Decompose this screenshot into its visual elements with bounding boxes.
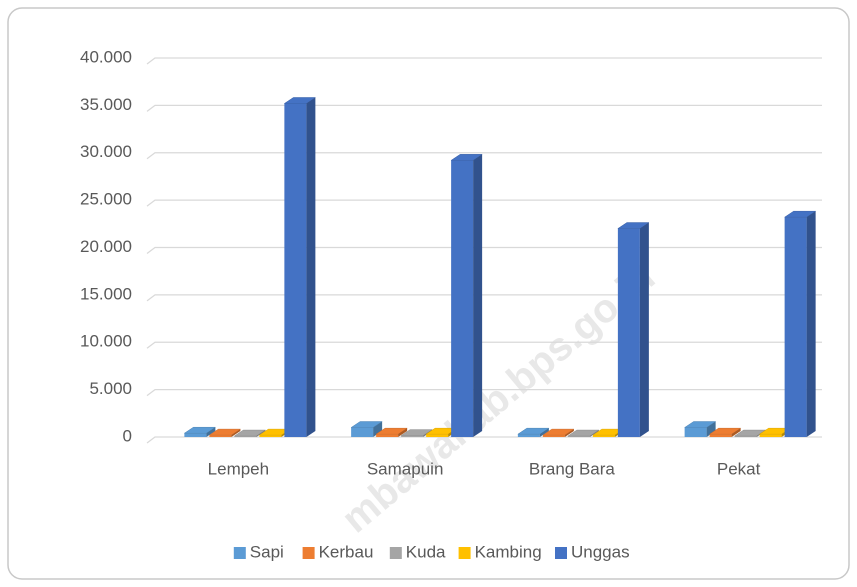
legend-label: Kambing bbox=[475, 542, 542, 561]
bar-side bbox=[473, 154, 483, 437]
legend-swatch bbox=[555, 547, 567, 559]
y-tick-label: 25.000 bbox=[80, 190, 132, 209]
grid-line bbox=[146, 389, 822, 397]
bar-side bbox=[206, 427, 216, 437]
bar-side bbox=[373, 421, 383, 437]
grid-line bbox=[146, 104, 822, 112]
bar bbox=[542, 428, 575, 437]
bar-front bbox=[259, 435, 282, 437]
bar-side bbox=[539, 428, 549, 437]
bar-front bbox=[376, 434, 399, 437]
legend-swatch bbox=[389, 547, 402, 559]
bar bbox=[617, 222, 650, 437]
bar-front bbox=[592, 435, 615, 437]
bar-side bbox=[398, 428, 408, 437]
bar-side bbox=[306, 97, 316, 437]
y-tick-label: 0 bbox=[123, 426, 132, 445]
bar-front bbox=[209, 435, 232, 437]
y-tick-label: 30.000 bbox=[80, 142, 132, 161]
y-tick-label: 15.000 bbox=[80, 284, 132, 303]
bar-front bbox=[351, 427, 374, 437]
bar bbox=[183, 426, 217, 437]
grid-line bbox=[146, 199, 822, 207]
bar bbox=[375, 427, 408, 437]
legend-label: Kuda bbox=[406, 542, 446, 561]
bar-front bbox=[426, 434, 449, 437]
bar-side bbox=[706, 421, 716, 437]
bar-side bbox=[231, 429, 241, 437]
bar-front bbox=[684, 427, 707, 437]
bar-front bbox=[401, 435, 424, 437]
legend-label: Kerbau bbox=[319, 542, 374, 561]
bar bbox=[783, 210, 817, 437]
bar-side bbox=[806, 211, 816, 437]
bar bbox=[708, 427, 742, 437]
bar-front bbox=[709, 434, 732, 437]
legend-label: Unggas bbox=[571, 542, 630, 561]
bar bbox=[517, 427, 550, 437]
bar bbox=[683, 421, 717, 437]
bar-front bbox=[184, 433, 207, 437]
bar-side bbox=[589, 430, 599, 437]
x-tick-label: Lempeh bbox=[208, 459, 269, 478]
y-tick-label: 20.000 bbox=[80, 237, 132, 256]
bar bbox=[350, 421, 383, 437]
grid-line bbox=[146, 341, 822, 349]
chart-border bbox=[7, 7, 850, 580]
bar-front bbox=[784, 217, 807, 437]
bar-side bbox=[639, 222, 649, 437]
bar-side bbox=[731, 428, 741, 437]
x-tick-label: Brang Bara bbox=[529, 459, 616, 478]
bar-front bbox=[567, 436, 590, 437]
y-tick-label: 10.000 bbox=[80, 332, 132, 351]
grid-line bbox=[146, 152, 822, 160]
bar bbox=[283, 97, 317, 437]
bar-front bbox=[617, 228, 640, 437]
x-tick-label: Pekat bbox=[717, 459, 761, 478]
bar-side bbox=[564, 429, 574, 437]
legend-swatch bbox=[302, 547, 315, 559]
legend-label: Sapi bbox=[250, 542, 284, 561]
grid-line bbox=[146, 246, 822, 254]
legend-swatch bbox=[458, 547, 471, 559]
bar bbox=[567, 429, 600, 437]
bar-front bbox=[759, 434, 782, 437]
x-tick-label: Samapuin bbox=[367, 459, 444, 478]
bar-front bbox=[542, 435, 565, 437]
bar-front bbox=[451, 160, 474, 437]
bar-front bbox=[284, 103, 307, 437]
bar bbox=[233, 429, 267, 437]
bar-front bbox=[734, 436, 757, 437]
grid-line bbox=[146, 57, 822, 65]
bar-front bbox=[517, 434, 540, 437]
bar bbox=[450, 154, 483, 437]
bar-front bbox=[234, 436, 257, 437]
bar-side bbox=[256, 430, 266, 437]
y-tick-label: 5.000 bbox=[89, 379, 132, 398]
y-tick-label: 35.000 bbox=[80, 95, 132, 114]
y-tick-label: 40.000 bbox=[80, 47, 132, 66]
bar bbox=[208, 428, 242, 437]
legend-swatch bbox=[233, 547, 246, 559]
grid-line bbox=[146, 294, 822, 302]
